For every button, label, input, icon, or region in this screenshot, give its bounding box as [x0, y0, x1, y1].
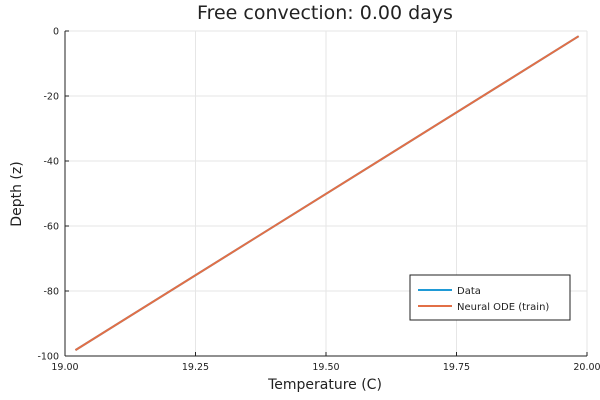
legend-box — [409, 274, 571, 321]
x-tick-label: 19.00 — [51, 362, 78, 373]
x-tick-label: 19.25 — [182, 362, 209, 373]
x-tick-label: 19.50 — [312, 362, 339, 373]
x-ticks: 19.00 19.25 19.50 19.75 20.00 — [51, 352, 600, 373]
y-tick-label: -20 — [43, 92, 59, 103]
y-axis-label: Depth (z) — [9, 161, 25, 226]
x-axis-label: Temperature (C) — [267, 377, 382, 393]
series-line-neural-ode — [74, 35, 580, 351]
y-tick-label: -60 — [43, 222, 59, 233]
y-ticks: 0 -20 -40 -60 -80 -100 — [37, 27, 69, 363]
legend: Data Neural ODE (train) — [409, 274, 571, 321]
series-lines — [74, 35, 580, 351]
y-tick-label: -40 — [43, 157, 59, 168]
y-tick-label: -80 — [43, 287, 59, 298]
y-tick-label: -100 — [37, 352, 59, 363]
x-tick-label: 19.75 — [443, 362, 470, 373]
legend-label-neural-ode: Neural ODE (train) — [457, 302, 549, 313]
y-tick-label: 0 — [53, 27, 59, 38]
legend-label-data: Data — [457, 286, 481, 297]
x-tick-label: 20.00 — [573, 362, 600, 373]
chart-title: Free convection: 0.00 days — [197, 2, 453, 24]
